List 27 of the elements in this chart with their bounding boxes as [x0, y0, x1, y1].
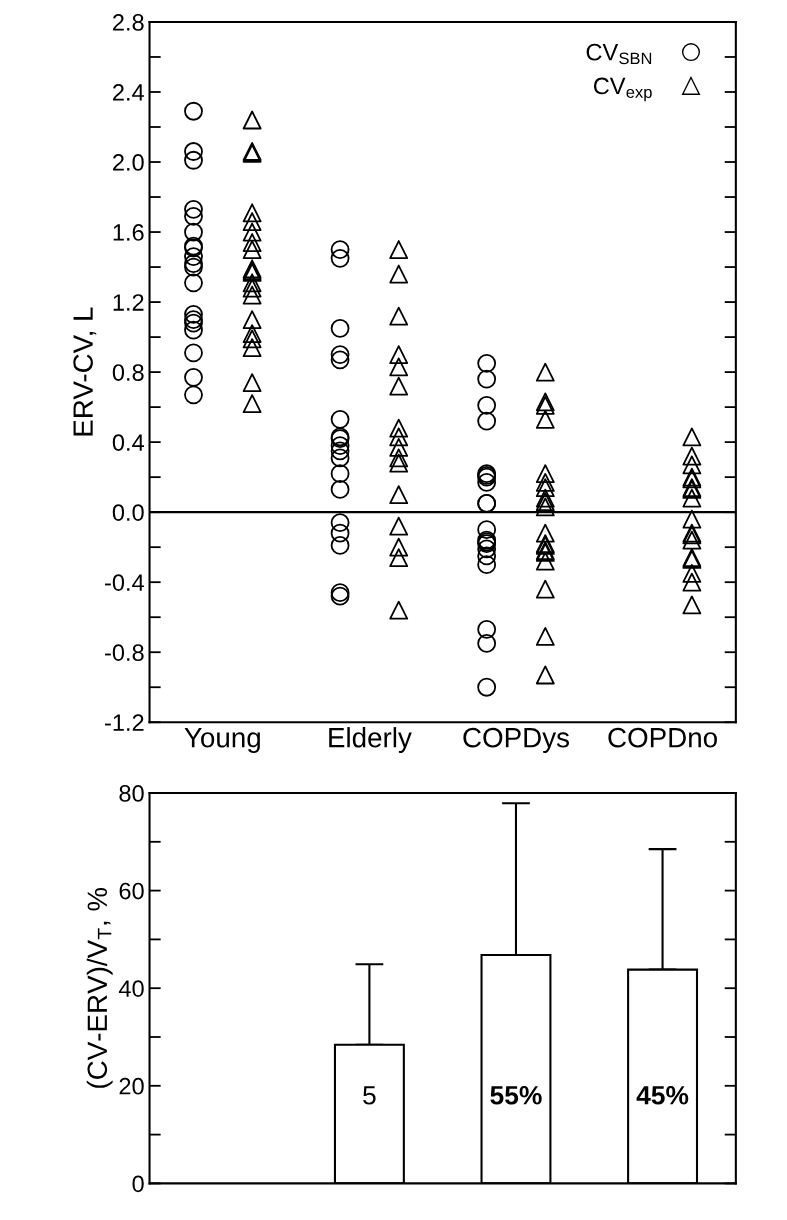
x-tick-label: COPDno	[608, 727, 717, 748]
y-tick-label: 0.0	[112, 504, 144, 521]
y-tick-label: 2.0	[113, 154, 144, 171]
y-tick-label: -1.2	[105, 714, 144, 731]
y-tick-label: -0.8	[105, 644, 144, 661]
annotation: 55%	[490, 1085, 542, 1105]
legend-label: CV$_{SBN}$	[586, 43, 652, 65]
y-tick-label: 80	[119, 785, 144, 802]
x-tick-label: Young	[184, 728, 260, 753]
annotation: 5	[363, 1086, 376, 1105]
y-tick-label: 1.2	[113, 294, 144, 311]
y-tick-label: 40	[118, 980, 144, 997]
x-tick-label: COPDys	[463, 727, 569, 753]
y-tick-label: 2.8	[113, 14, 144, 31]
y-axis-title: ERV-CV, L	[73, 307, 97, 436]
x-tick-label: Elderly	[329, 727, 412, 753]
y-tick-label: 1.6	[113, 224, 144, 241]
y-tick-label: 0	[132, 1175, 144, 1193]
annotation: 45%	[636, 1085, 689, 1105]
y-tick-label: 0.4	[112, 434, 144, 451]
y-tick-label: 0.8	[112, 364, 144, 381]
y-tick-label: -0.4	[105, 574, 144, 591]
y-tick-label: 2.4	[113, 84, 144, 101]
y-tick-label: 20	[119, 1077, 144, 1095]
legend-label: CV$_{exp}$	[593, 77, 652, 102]
y-axis-title: (CV-ERV)/V$_{T}$, %	[86, 887, 113, 1088]
y-tick-label: 60	[119, 882, 144, 900]
